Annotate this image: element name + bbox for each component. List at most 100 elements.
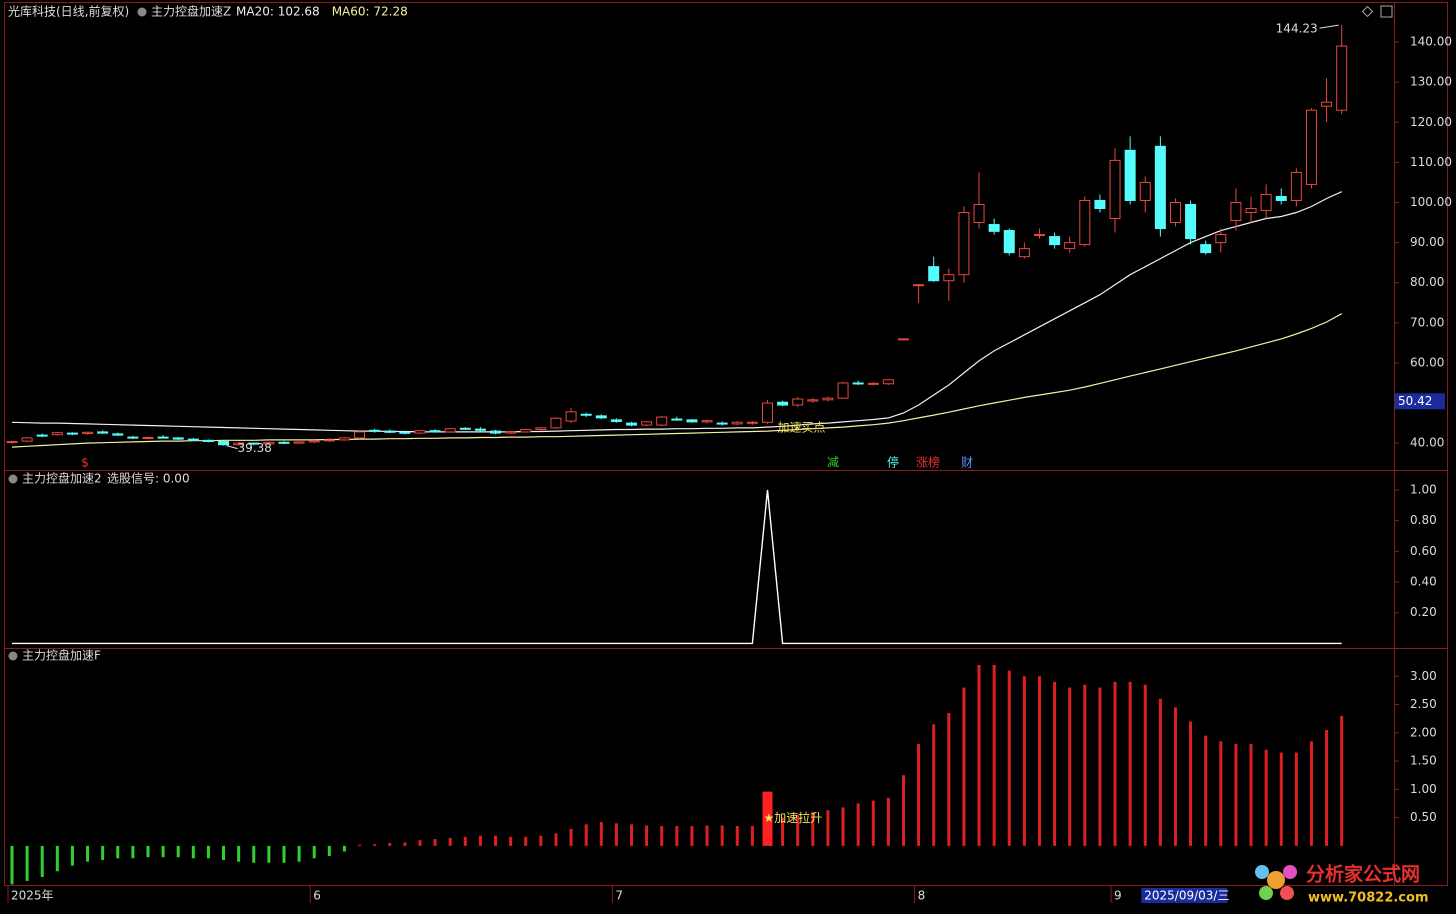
- bar: [358, 844, 362, 846]
- bar: [660, 826, 664, 846]
- bar: [1189, 721, 1193, 846]
- bar: [1022, 676, 1026, 846]
- watermark: 分析家公式网 www.70822.com: [1255, 863, 1429, 906]
- candle-body: [1033, 234, 1045, 237]
- bar: [1325, 729, 1329, 846]
- candle-body: [1321, 101, 1333, 107]
- x-tick-label: 6: [313, 889, 321, 903]
- bar: [131, 845, 135, 859]
- signal-label: ★加速拉升: [764, 810, 823, 825]
- candle-body: [641, 421, 653, 426]
- bar: [735, 826, 739, 846]
- y-tick-label: 0.50: [1410, 810, 1437, 824]
- event-tag: 减: [827, 456, 839, 470]
- x-tick-label: 2025/09/03/三: [1144, 889, 1229, 903]
- bar: [645, 825, 649, 846]
- candle-body: [233, 442, 245, 446]
- y-tick-label: 60.00: [1410, 355, 1444, 369]
- bar: [222, 845, 226, 860]
- candle-body: [988, 224, 1000, 232]
- candle-body: [777, 401, 789, 406]
- candle-body: [792, 398, 804, 406]
- candle-body: [82, 431, 94, 435]
- bar: [312, 845, 316, 859]
- bar: [1234, 744, 1238, 846]
- legend-entry: MA60: 72.28: [332, 5, 408, 19]
- bar: [599, 822, 603, 846]
- candle-body: [928, 266, 940, 282]
- candle-body: [202, 439, 214, 443]
- candle-body: [958, 212, 970, 276]
- candle-body: [1003, 230, 1015, 254]
- candle-body: [746, 421, 758, 424]
- candle-body: [6, 441, 18, 444]
- candle-body: [762, 402, 773, 423]
- candle-body: [112, 433, 124, 436]
- bar: [10, 845, 14, 885]
- y-tick-label: 110.00: [1410, 155, 1452, 169]
- bar: [584, 824, 588, 846]
- candle-body: [1200, 244, 1212, 254]
- bar: [463, 836, 467, 846]
- bar: [282, 845, 286, 863]
- candle-body: [505, 431, 517, 434]
- candle-body: [1079, 199, 1091, 246]
- indicator-icon[interactable]: [8, 651, 18, 661]
- bar: [1249, 744, 1253, 846]
- bar: [762, 791, 773, 846]
- bar: [1037, 676, 1041, 846]
- toolbar-icon[interactable]: [1361, 5, 1374, 18]
- candle-body: [36, 434, 48, 437]
- indicator-icon[interactable]: [8, 474, 18, 484]
- bar: [191, 845, 195, 859]
- indicator-name: 主力控盘加速F: [22, 648, 101, 663]
- candle-body: [1230, 201, 1242, 222]
- candle-body: [550, 417, 562, 429]
- bar: [40, 845, 44, 877]
- bar: [750, 826, 754, 846]
- candle-body: [218, 441, 230, 446]
- bar: [675, 826, 679, 846]
- bar: [1158, 698, 1162, 846]
- bar: [494, 835, 498, 846]
- bar: [826, 810, 830, 846]
- event-tag: 涨榜: [916, 455, 940, 470]
- bar: [992, 664, 996, 846]
- candle-body: [852, 382, 864, 385]
- candle-body: [535, 427, 547, 430]
- bar: [327, 845, 331, 857]
- logo-petal: [1283, 865, 1297, 879]
- bar: [1294, 752, 1298, 846]
- candle-body: [837, 382, 849, 399]
- bar: [1007, 670, 1011, 846]
- bar: [267, 845, 271, 863]
- high-arrow: [1319, 24, 1339, 29]
- candle-body: [248, 442, 260, 445]
- candle-body: [595, 415, 607, 419]
- y-tick-label: 140.00: [1410, 35, 1452, 49]
- low-arrow: [226, 445, 238, 450]
- bar: [101, 845, 105, 860]
- candle-body: [187, 438, 199, 441]
- toolbar-icon[interactable]: [1380, 5, 1393, 18]
- candle-body: [1215, 234, 1227, 244]
- bar: [86, 845, 90, 862]
- bar: [977, 664, 981, 846]
- bar: [1053, 681, 1057, 846]
- candle-body: [66, 432, 78, 435]
- candle-body: [807, 399, 819, 402]
- indicator-icon[interactable]: [137, 7, 147, 17]
- bar: [614, 823, 618, 846]
- bar: [524, 836, 528, 846]
- bar: [252, 845, 256, 863]
- candle-body: [369, 429, 381, 432]
- bar: [630, 824, 634, 846]
- y-tick-label: 40.00: [1410, 436, 1444, 450]
- cursor-price: 50.42: [1398, 394, 1432, 408]
- event-tag: $: [81, 456, 89, 470]
- bar: [146, 845, 150, 858]
- bar: [871, 800, 875, 846]
- candle-body: [1290, 171, 1302, 201]
- candle-body: [490, 430, 502, 434]
